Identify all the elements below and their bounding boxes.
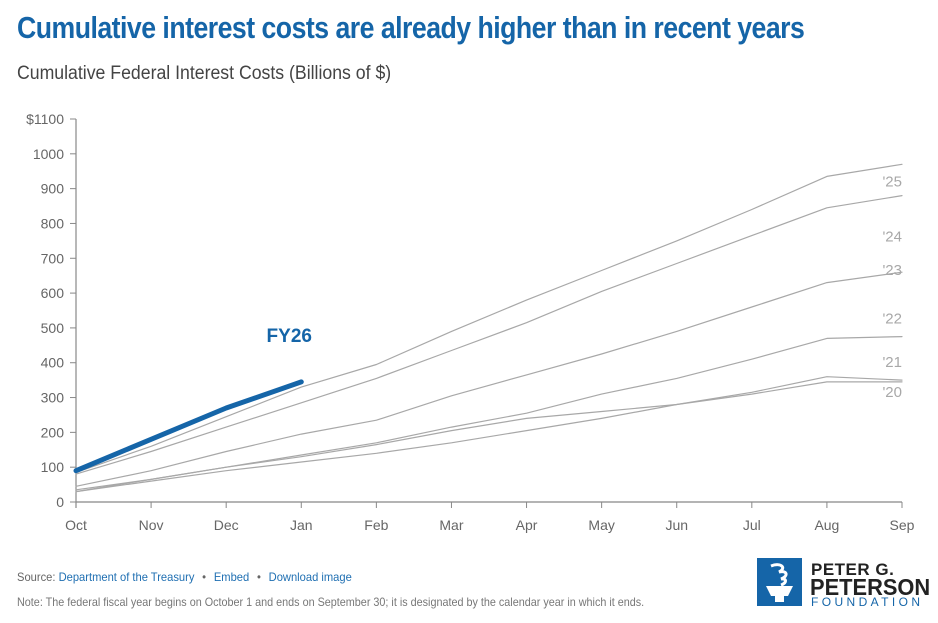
series-line — [75, 271, 903, 487]
download-image-link[interactable]: Download image — [268, 570, 352, 584]
series-fy20 — [75, 381, 903, 493]
series-fy23 — [75, 271, 903, 487]
series-label: '23 — [882, 262, 902, 279]
y-tick-label: 100 — [41, 459, 65, 475]
y-tick-label: 900 — [41, 181, 65, 197]
x-tick-label: Jan — [290, 517, 313, 533]
series-fy21 — [75, 376, 903, 493]
chart-title: Cumulative interest costs are already hi… — [17, 10, 805, 45]
y-tick-label: 500 — [41, 320, 65, 336]
source-link[interactable]: Department of the Treasury — [58, 570, 195, 584]
series-line — [75, 163, 903, 473]
series-label: '24 — [882, 229, 902, 246]
series-fy25 — [75, 163, 903, 473]
y-tick-label: 300 — [41, 390, 65, 406]
series-label: '20 — [882, 384, 902, 401]
separator: • — [202, 570, 207, 584]
x-tick-label: Jul — [743, 517, 761, 533]
x-tick-label: Jun — [665, 517, 688, 533]
x-tick-label: Mar — [439, 517, 463, 533]
x-tick-label: Feb — [364, 517, 388, 533]
x-tick-label: Dec — [214, 517, 239, 533]
logo-line-2: PETERSON — [810, 574, 931, 600]
y-axis: 0 100 200 300 400 500 600 700 800 900 1000 $1100 — [26, 111, 77, 510]
footnote: Note: The federal fiscal year begins on … — [17, 595, 645, 609]
y-tick-label: 400 — [41, 355, 65, 371]
y-tick-label: 0 — [56, 494, 64, 510]
peterson-foundation-logo[interactable]: PETER G. PETERSON FOUNDATION — [757, 558, 931, 609]
series-line — [75, 195, 903, 475]
series-FY26 — [73, 379, 304, 474]
logo-line-1: PETER G. — [811, 560, 895, 579]
source-label: Source: — [17, 570, 56, 584]
y-tick-label: 1000 — [33, 146, 64, 162]
torch-icon — [757, 558, 802, 606]
x-tick-label: Apr — [516, 517, 538, 533]
x-tick-label: May — [588, 517, 614, 533]
y-tick-label: 600 — [41, 285, 65, 301]
series-label: '25 — [882, 173, 902, 190]
series-line — [75, 336, 903, 491]
series-fy24 — [75, 195, 903, 475]
series-line — [75, 376, 903, 493]
source-line: Source: Department of the Treasury • Emb… — [17, 570, 352, 584]
x-tick-label: Nov — [139, 517, 164, 533]
x-tick-label: Sep — [890, 517, 915, 533]
embed-link[interactable]: Embed — [213, 570, 250, 584]
x-tick-label: Oct — [65, 517, 87, 533]
series-line — [73, 379, 304, 474]
y-tick-label: $1100 — [26, 111, 64, 127]
y-tick-label: 800 — [41, 215, 65, 231]
series-fy22 — [75, 336, 903, 491]
y-tick-label: 200 — [41, 424, 65, 440]
series-layer — [73, 163, 903, 493]
logo-line-3: FOUNDATION — [811, 595, 924, 609]
series-labels: '25 '24 '23 '22 '21 '20 FY26 — [267, 173, 902, 401]
y-tick-label: 700 — [41, 250, 65, 266]
series-line — [75, 381, 903, 493]
fy26-annotation: FY26 — [267, 326, 312, 347]
x-tick-label: Aug — [814, 517, 839, 533]
line-chart: 0 100 200 300 400 500 600 700 800 900 1000 $1100 Oc… — [26, 111, 915, 533]
series-label: '21 — [882, 354, 902, 371]
x-axis: Oct Nov Dec Jan Feb Mar Apr May Jun Jul Aug Sep — [65, 501, 915, 533]
series-label: '22 — [882, 311, 902, 328]
chart-subtitle: Cumulative Federal Interest Costs (Billi… — [17, 63, 392, 84]
separator: • — [256, 570, 261, 584]
